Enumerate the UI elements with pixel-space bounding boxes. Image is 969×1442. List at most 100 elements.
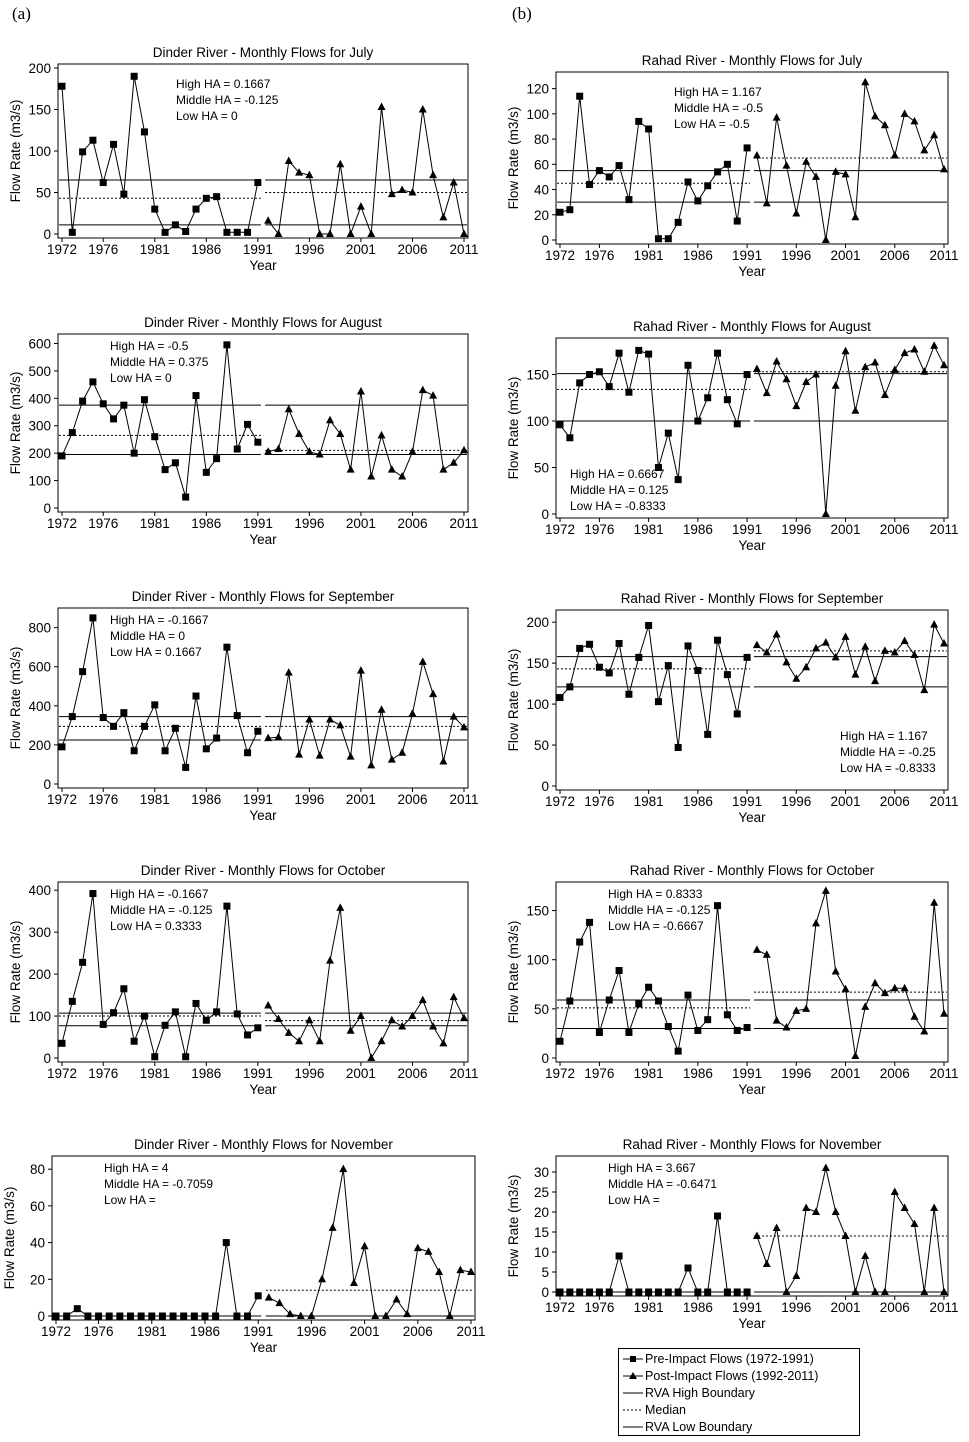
- data-point-post: [326, 229, 334, 237]
- x-tick-label: 1972: [47, 1066, 77, 1081]
- data-point-post: [772, 629, 781, 638]
- legend-pre-symbol: [623, 1356, 643, 1362]
- data-point-pre: [684, 642, 692, 650]
- y-tick-label: 100: [28, 1009, 51, 1024]
- x-tick-label: 2011: [929, 794, 958, 809]
- y-axis-label: Flow Rate (m3/s): [506, 377, 521, 480]
- data-point-pre: [723, 1011, 731, 1019]
- y-tick-label: 20: [30, 1272, 45, 1287]
- x-tick-label: 1981: [634, 248, 664, 263]
- ha-annotation: Low HA = -0.5: [674, 117, 750, 131]
- data-point-post: [851, 670, 860, 678]
- data-point-pre: [213, 734, 221, 742]
- y-axis-label: Flow Rate (m3/s): [2, 1187, 17, 1290]
- data-point-post: [284, 404, 293, 413]
- data-point-post: [356, 1011, 365, 1020]
- x-tick-label: 1976: [584, 1066, 614, 1081]
- data-point-post: [315, 751, 324, 759]
- x-tick-label: 1986: [191, 1066, 221, 1081]
- x-tick-label: 1981: [140, 1066, 170, 1081]
- data-point-post: [367, 229, 376, 237]
- legend: Pre-Impact Flows (1972-1991) Post-Impact…: [618, 1348, 860, 1436]
- data-point-post: [871, 357, 880, 366]
- legend-item-high: RVA High Boundary: [619, 1385, 859, 1402]
- data-point-pre: [654, 997, 662, 1005]
- data-point-post: [792, 1271, 801, 1279]
- data-point-post: [403, 1309, 412, 1318]
- legend-item-pre: Pre-Impact Flows (1972-1991): [619, 1351, 859, 1368]
- data-point-post: [841, 169, 850, 178]
- data-point-post: [900, 1203, 909, 1211]
- data-point-pre: [595, 1028, 603, 1036]
- y-tick-label: 80: [30, 1162, 45, 1177]
- data-point-pre: [586, 640, 594, 648]
- data-point-post: [861, 362, 870, 371]
- ha-annotation: High HA = 3.667: [608, 1161, 696, 1175]
- data-point-post: [871, 978, 880, 987]
- data-point-post: [821, 886, 830, 894]
- y-tick-label: 50: [534, 1002, 549, 1017]
- data-point-pre: [566, 683, 574, 691]
- x-tick-label: 2006: [397, 516, 427, 531]
- data-point-pre: [254, 179, 262, 187]
- x-tick-label: 2001: [831, 1300, 861, 1315]
- data-point-pre: [233, 228, 241, 236]
- data-point-post: [387, 189, 396, 198]
- data-point-pre: [664, 662, 672, 670]
- data-point-pre: [79, 148, 87, 156]
- data-point-pre: [615, 639, 623, 647]
- data-point-pre: [213, 1008, 221, 1016]
- data-point-pre: [664, 1288, 672, 1296]
- data-point-post: [821, 509, 830, 517]
- legend-high-label: RVA High Boundary: [645, 1386, 756, 1400]
- data-point-post: [264, 733, 273, 742]
- data-point-post: [305, 1015, 314, 1024]
- legend-item-low: RVA Low Boundary: [619, 1419, 859, 1436]
- data-point-pre: [556, 694, 564, 702]
- chart-title: Dinder River - Monthly Flows for Novembe…: [134, 1137, 393, 1152]
- x-tick-label: 1976: [584, 1300, 614, 1315]
- data-point-pre: [99, 1020, 107, 1028]
- data-point-pre: [605, 383, 613, 391]
- data-point-post: [890, 365, 899, 373]
- data-point-pre: [674, 744, 682, 752]
- x-tick-label: 1986: [683, 1300, 713, 1315]
- data-point-pre: [171, 1008, 179, 1016]
- data-point-post: [398, 1022, 407, 1030]
- x-tick-label: 1976: [84, 1324, 114, 1339]
- data-point-post: [782, 374, 791, 383]
- data-point-post: [336, 720, 345, 729]
- data-point-pre: [556, 1288, 564, 1296]
- data-point-post: [940, 638, 948, 647]
- ha-annotation: Low HA = 0: [176, 109, 238, 123]
- data-point-post: [328, 1223, 337, 1231]
- data-point-pre: [635, 346, 643, 354]
- data-point-post: [861, 642, 870, 650]
- data-point-pre: [120, 709, 128, 717]
- data-point-post: [429, 689, 438, 698]
- data-point-pre: [576, 938, 584, 946]
- y-tick-label: 0: [43, 1051, 51, 1066]
- data-point-pre: [586, 180, 594, 188]
- data-point-post: [367, 1053, 376, 1061]
- y-tick-label: 200: [28, 61, 51, 76]
- data-point-post: [762, 198, 771, 207]
- data-point-pre: [68, 713, 76, 721]
- data-point-pre: [566, 206, 574, 214]
- data-point-pre: [654, 235, 662, 243]
- data-point-pre: [79, 958, 87, 966]
- ha-annotation: Low HA = 0.1667: [110, 645, 202, 659]
- data-point-post: [831, 652, 840, 661]
- y-tick-label: 0: [541, 1051, 549, 1066]
- y-tick-label: 600: [28, 336, 51, 351]
- data-point-post: [940, 1009, 948, 1017]
- data-point-post: [339, 1164, 348, 1173]
- data-point-post: [346, 465, 355, 473]
- data-point-pre: [556, 1037, 564, 1045]
- data-point-post: [449, 712, 458, 720]
- x-tick-label: 1981: [140, 242, 170, 257]
- ha-annotation: Low HA = 0: [110, 371, 172, 385]
- chart-title: Rahad River - Monthly Flows for November: [623, 1137, 882, 1152]
- y-tick-label: 600: [28, 660, 51, 675]
- data-point-post: [367, 471, 376, 480]
